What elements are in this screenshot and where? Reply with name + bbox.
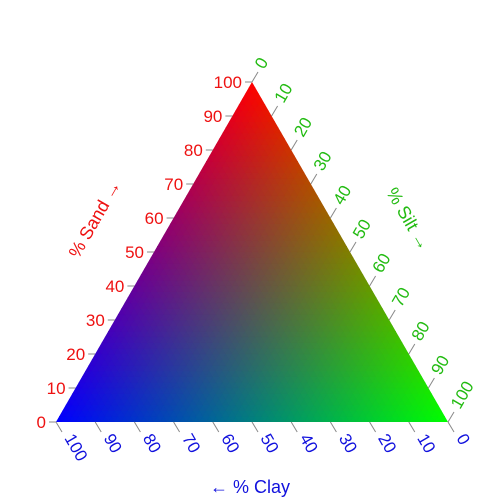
ternary-color-fill — [56, 82, 448, 422]
silt-tick-label: 10 — [271, 80, 297, 106]
fill-cell — [248, 82, 256, 88]
silt-tick — [427, 377, 435, 389]
silt-tick-label: 90 — [427, 352, 453, 378]
clay-tick — [408, 421, 416, 433]
sand-tick-label: 10 — [47, 379, 66, 398]
clay-tick — [133, 421, 141, 433]
silt-tick — [447, 411, 455, 423]
clay-tick — [251, 421, 259, 433]
clay-tick-label: 30 — [335, 431, 361, 457]
sand-tick-label: 80 — [184, 141, 203, 160]
fill-cell — [401, 347, 410, 355]
fill-cell — [431, 398, 439, 406]
fill-cell — [427, 393, 436, 400]
silt-tick — [369, 275, 377, 287]
clay-tick — [290, 421, 298, 433]
fill-cell — [418, 376, 426, 383]
clay-tick-label: 40 — [296, 431, 322, 457]
silt-tick-label: 60 — [369, 250, 395, 276]
sand-tick-label: 70 — [164, 175, 183, 194]
sand-tick-label: 40 — [105, 277, 124, 296]
silt-tick — [310, 173, 318, 185]
clay-tick-label: 10 — [413, 431, 439, 457]
silt-tick — [349, 241, 357, 253]
sand-tick-label: 30 — [86, 311, 105, 330]
sand-tick-label: 20 — [66, 345, 85, 364]
silt-tick-label: 30 — [310, 148, 336, 174]
clay-tick-label: 90 — [100, 431, 126, 457]
silt-tick — [408, 343, 416, 355]
clay-tick — [369, 421, 377, 433]
clay-tick — [55, 421, 63, 433]
sand-tick-label: 100 — [214, 73, 242, 92]
clay-tick — [173, 421, 181, 433]
silt-tick — [329, 207, 337, 219]
silt-tick-label: 40 — [329, 182, 355, 208]
fill-cell — [440, 415, 448, 422]
silt-tick-label: 50 — [349, 216, 375, 242]
clay-tick-label: 20 — [374, 431, 400, 457]
silt-tick-label: 20 — [290, 114, 316, 140]
silt-tick — [290, 139, 298, 151]
clay-tick — [447, 421, 455, 433]
sand-tick-label: 90 — [203, 107, 222, 126]
clay-tick — [329, 421, 337, 433]
silt-tick — [251, 71, 259, 83]
clay-tick-label: 100 — [61, 431, 92, 465]
sand-tick-label: 0 — [37, 413, 46, 432]
clay-tick — [94, 421, 102, 433]
silt-tick-label: 70 — [388, 284, 414, 310]
silt-tick-label: 0 — [251, 54, 272, 72]
clay-tick-label: 70 — [178, 431, 204, 457]
clay-tick-label: 50 — [257, 431, 283, 457]
fill-cell — [421, 381, 429, 389]
clay-tick — [212, 421, 220, 433]
clay-tick-label: 80 — [139, 431, 165, 457]
sand-axis-title: % Sand → — [65, 177, 125, 262]
clay-axis-title: ← % Clay — [210, 477, 290, 497]
silt-tick-label: 80 — [408, 318, 434, 344]
sand-tick-label: 50 — [125, 243, 144, 262]
silt-axis-title: % Silt → — [382, 184, 434, 254]
silt-tick — [271, 105, 279, 117]
silt-tick — [388, 309, 396, 321]
silt-tick-label: 100 — [447, 378, 478, 412]
clay-tick-label: 60 — [217, 431, 243, 457]
fill-cell — [411, 364, 420, 372]
sand-tick-label: 60 — [145, 209, 164, 228]
clay-tick-label: 0 — [453, 431, 474, 449]
